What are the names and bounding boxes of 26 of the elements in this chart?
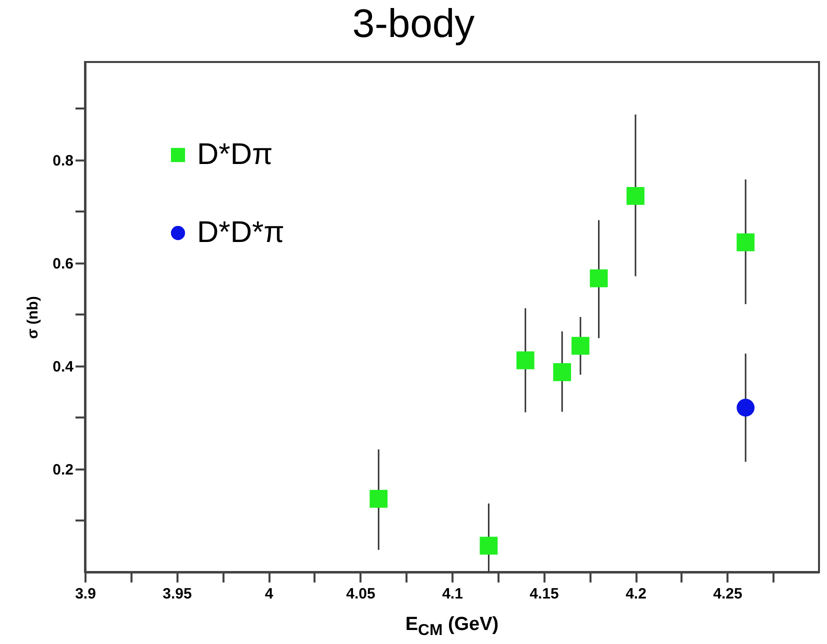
x-tick-label: 3.95	[162, 586, 192, 602]
point	[736, 398, 755, 417]
legend-label: D*Dπ	[197, 138, 273, 171]
y-tick-label: 0.6	[52, 255, 74, 272]
y-tick-label: 0.4	[52, 358, 74, 376]
point	[370, 490, 388, 508]
chart-title: 3-body	[351, 2, 476, 47]
x-tick-label: 4.1	[442, 586, 463, 602]
point	[736, 233, 755, 252]
point	[516, 351, 534, 370]
point	[553, 363, 572, 382]
x-tick-label: 4.2	[626, 586, 646, 602]
point	[572, 336, 590, 355]
x-tick-label: 4	[264, 586, 274, 602]
y-axis-title: σ (nb)	[24, 296, 42, 339]
x-tick-label: 4.15	[530, 586, 559, 602]
x-tick-label: 4.25	[713, 586, 742, 602]
legend-label: D*D*π	[197, 216, 284, 249]
point	[590, 269, 608, 288]
point	[626, 186, 644, 205]
x-axis-title: E$_{CM}$ (GeV)	[404, 614, 500, 640]
y-tick-label: 0.2	[52, 461, 74, 478]
x-tick-label: 3.9	[75, 586, 96, 602]
point	[480, 536, 498, 555]
x-tick-label: 4.05	[346, 586, 376, 602]
y-tick-label: 0.8	[52, 152, 74, 170]
